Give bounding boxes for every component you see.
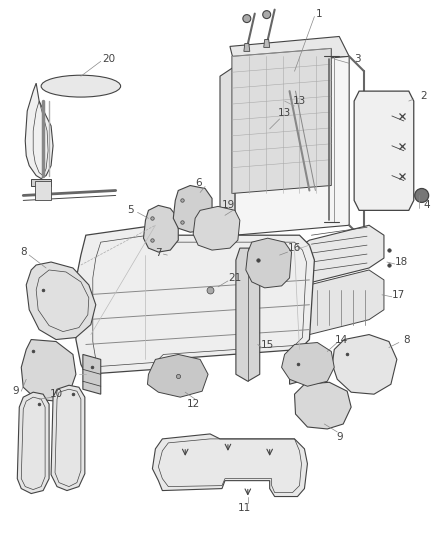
Ellipse shape: [49, 291, 74, 319]
Polygon shape: [294, 270, 384, 335]
Text: 14: 14: [335, 335, 348, 344]
Polygon shape: [148, 354, 208, 397]
Polygon shape: [17, 392, 49, 494]
Text: 5: 5: [127, 205, 134, 215]
Ellipse shape: [170, 250, 180, 260]
Polygon shape: [193, 206, 240, 250]
Polygon shape: [354, 91, 414, 211]
Polygon shape: [244, 43, 250, 51]
Text: 10: 10: [49, 389, 63, 399]
Ellipse shape: [243, 14, 251, 22]
Polygon shape: [282, 343, 334, 386]
Text: 9: 9: [12, 386, 18, 396]
Text: 6: 6: [195, 177, 201, 188]
Text: 18: 18: [395, 257, 409, 267]
Text: 8: 8: [20, 247, 27, 257]
Text: 17: 17: [392, 290, 406, 300]
Text: 3: 3: [354, 54, 360, 64]
Ellipse shape: [41, 75, 120, 97]
Polygon shape: [264, 39, 270, 47]
Text: 13: 13: [293, 96, 306, 106]
Text: 19: 19: [221, 200, 235, 211]
Ellipse shape: [201, 283, 219, 297]
Polygon shape: [83, 354, 101, 394]
Polygon shape: [152, 434, 307, 497]
Text: 11: 11: [238, 504, 251, 513]
Ellipse shape: [166, 246, 184, 264]
Text: 8: 8: [403, 335, 410, 344]
Polygon shape: [26, 262, 96, 340]
Ellipse shape: [193, 276, 227, 304]
Polygon shape: [173, 185, 212, 232]
Polygon shape: [51, 385, 85, 490]
Polygon shape: [35, 181, 51, 200]
Text: 16: 16: [288, 243, 301, 253]
Text: 15: 15: [261, 340, 274, 350]
Ellipse shape: [164, 365, 192, 387]
Polygon shape: [232, 49, 331, 193]
Polygon shape: [220, 66, 235, 245]
Polygon shape: [31, 179, 51, 185]
Text: 9: 9: [336, 432, 343, 442]
Text: 2: 2: [420, 91, 427, 101]
Polygon shape: [332, 335, 397, 394]
Ellipse shape: [151, 282, 240, 327]
Polygon shape: [21, 340, 76, 401]
Polygon shape: [294, 225, 384, 283]
Text: 21: 21: [228, 273, 241, 283]
Ellipse shape: [311, 395, 336, 417]
Text: 12: 12: [187, 399, 200, 409]
Polygon shape: [76, 225, 314, 374]
Polygon shape: [235, 56, 349, 235]
Ellipse shape: [415, 189, 429, 203]
Text: 7: 7: [155, 248, 162, 258]
Text: 1: 1: [316, 9, 323, 19]
Text: 20: 20: [102, 54, 115, 64]
Text: 4: 4: [424, 200, 430, 211]
Ellipse shape: [55, 298, 67, 312]
Polygon shape: [144, 205, 178, 252]
Text: 13: 13: [278, 108, 291, 118]
Polygon shape: [294, 382, 351, 429]
Polygon shape: [246, 238, 292, 288]
Polygon shape: [236, 248, 260, 381]
Ellipse shape: [350, 351, 378, 381]
Polygon shape: [25, 83, 53, 179]
Polygon shape: [290, 344, 307, 384]
Polygon shape: [230, 36, 349, 66]
Ellipse shape: [38, 361, 60, 381]
Ellipse shape: [297, 354, 318, 374]
Ellipse shape: [263, 11, 271, 19]
